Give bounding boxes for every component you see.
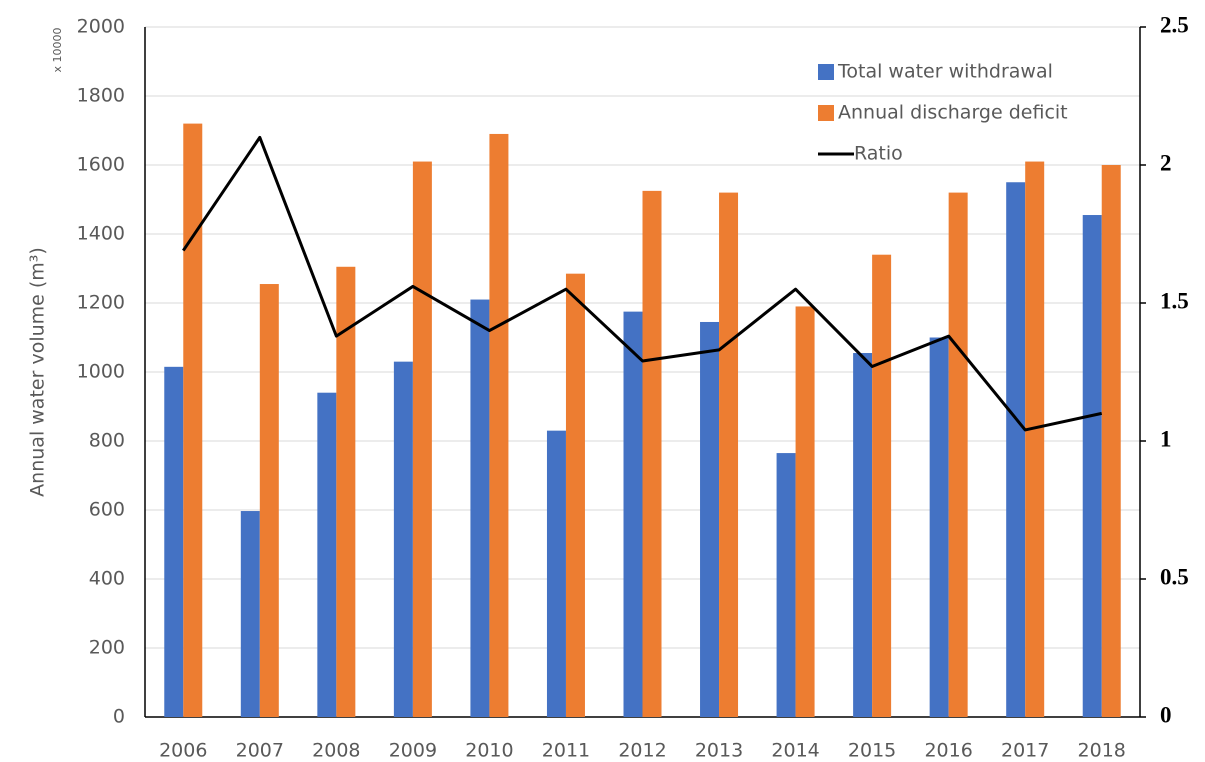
- legend-label: Annual discharge deficit: [838, 102, 1068, 124]
- bar: [546, 430, 566, 717]
- legend-swatch: [818, 105, 834, 121]
- bar: [1082, 215, 1102, 717]
- x-tick-label: 2007: [236, 740, 284, 762]
- unit-annotation: x 10000: [51, 27, 64, 72]
- y2-tick-label: 2: [1160, 150, 1172, 175]
- bar: [1025, 161, 1045, 718]
- y2-tick-label: 0.5: [1160, 564, 1189, 589]
- bar: [623, 311, 643, 717]
- legend-label: Total water withdrawal: [837, 61, 1053, 83]
- bar: [872, 254, 892, 717]
- bar: [1006, 182, 1026, 717]
- bar: [164, 366, 184, 717]
- y-tick-label: 1200: [77, 292, 125, 314]
- bar: [489, 133, 509, 717]
- y-tick-label: 800: [89, 430, 125, 452]
- y2-tick-label: 0: [1160, 702, 1172, 727]
- x-tick-label: 2013: [695, 740, 743, 762]
- y-tick-label: 2000: [77, 16, 125, 38]
- bar: [795, 306, 815, 717]
- y-tick-label: 200: [89, 637, 125, 659]
- y2-tick-label: 1: [1160, 426, 1172, 451]
- bar: [183, 123, 203, 718]
- legend-swatch: [818, 64, 834, 80]
- x-tick-label: 2018: [1078, 740, 1126, 762]
- x-tick-label: 2009: [389, 740, 437, 762]
- x-tick-label: 2010: [465, 740, 513, 762]
- y-tick-label: 1600: [77, 154, 125, 176]
- ratio-line: [182, 135, 1103, 432]
- bar: [719, 192, 739, 718]
- x-tick-label: 2014: [771, 740, 819, 762]
- bar: [700, 321, 720, 717]
- bar: [240, 511, 260, 717]
- x-tick-label: 2006: [159, 740, 207, 762]
- bar: [929, 337, 949, 717]
- y-axis-label: Annual water volume (m³): [27, 247, 49, 497]
- y-tick-label: 400: [89, 568, 125, 590]
- bar: [1101, 165, 1121, 717]
- y-tick-label: 1400: [77, 223, 125, 245]
- bar: [642, 190, 662, 717]
- bar: [317, 392, 337, 717]
- y-tick-label: 600: [89, 499, 125, 521]
- bar: [393, 361, 413, 717]
- x-tick-label: 2011: [542, 740, 590, 762]
- y-tick-label: 0: [113, 706, 125, 728]
- bar: [470, 299, 490, 717]
- bar: [259, 284, 279, 717]
- x-tick-label: 2015: [848, 740, 896, 762]
- y-tick-label: 1000: [77, 361, 125, 383]
- bar: [948, 192, 968, 718]
- y-tick-label: 1800: [77, 85, 125, 107]
- bar: [776, 453, 796, 717]
- x-tick-label: 2016: [924, 740, 972, 762]
- bar: [565, 273, 585, 717]
- x-tick-label: 2012: [618, 740, 666, 762]
- y2-tick-label: 2.5: [1160, 12, 1189, 37]
- bar: [412, 161, 432, 718]
- legend-label: Ratio: [854, 143, 903, 165]
- bar: [853, 353, 873, 717]
- y2-tick-label: 1.5: [1160, 288, 1189, 313]
- x-tick-label: 2017: [1001, 740, 1049, 762]
- x-tick-label: 2008: [312, 740, 360, 762]
- bar: [336, 266, 356, 717]
